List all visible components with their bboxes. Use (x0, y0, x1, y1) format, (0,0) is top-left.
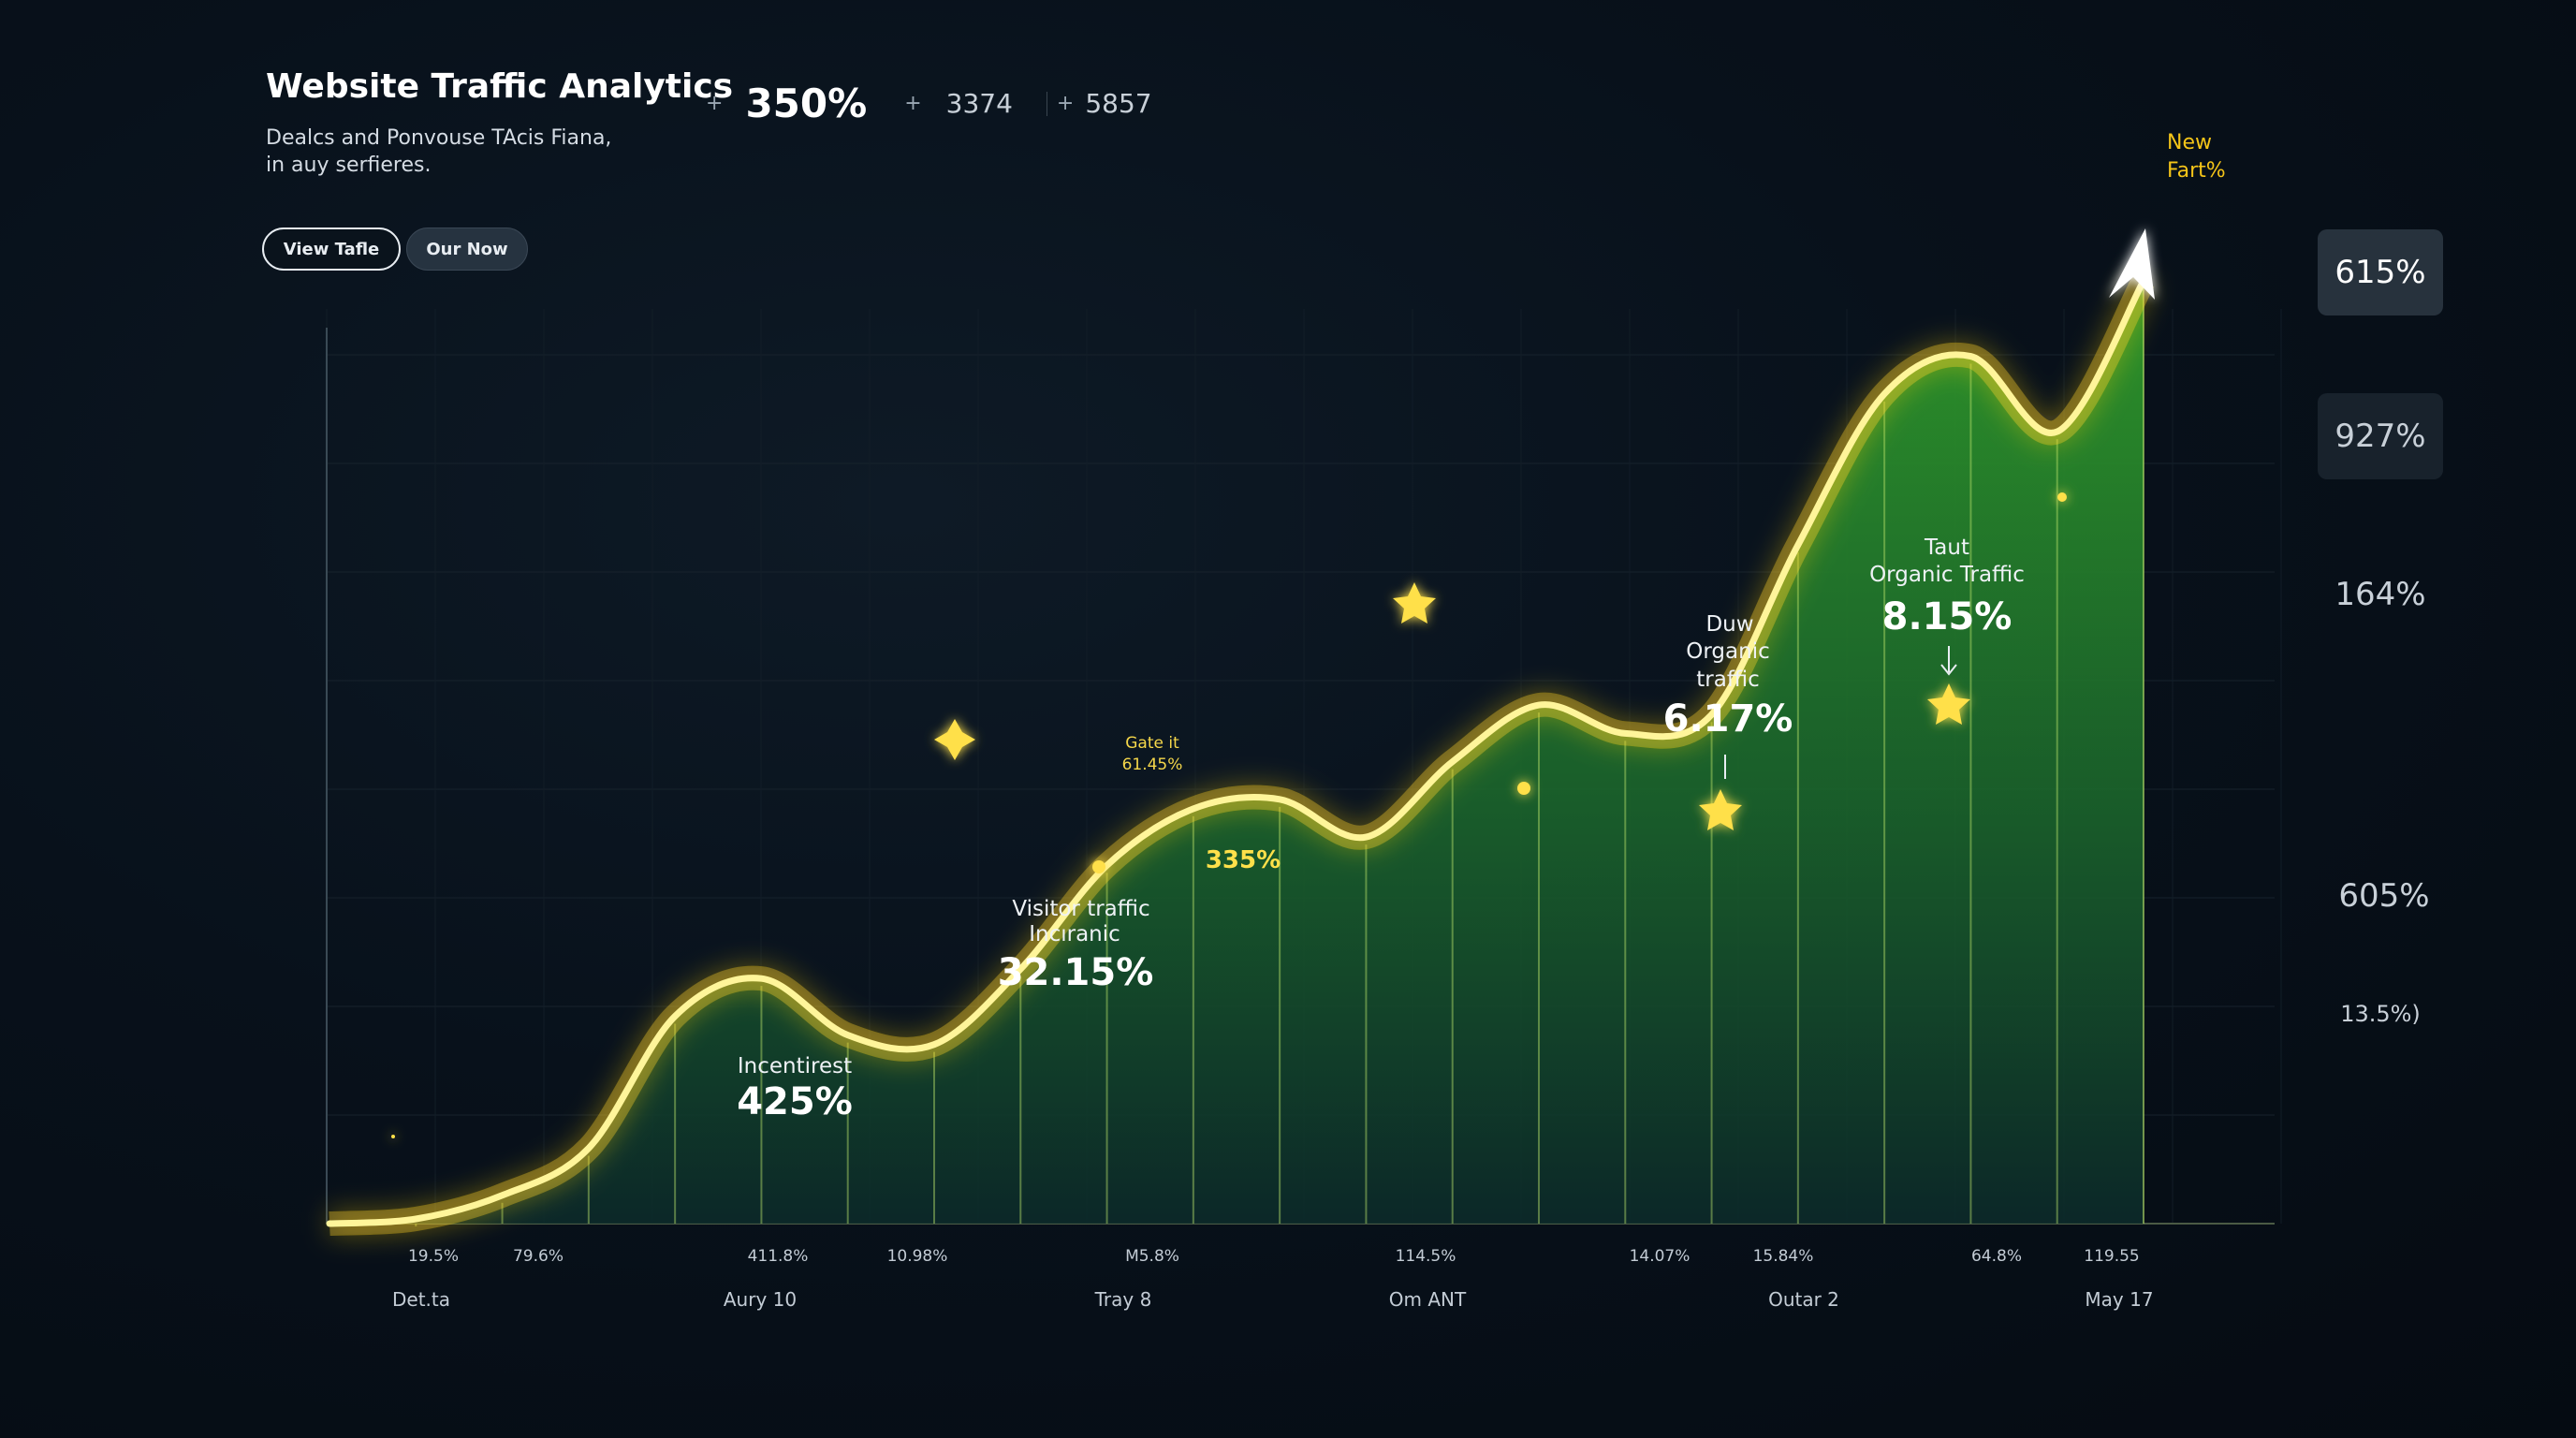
annotation-label: Organic (1686, 639, 1769, 664)
annotation-value: 61.45% (1122, 756, 1183, 774)
kpi-value-2: 3374 (945, 88, 1013, 119)
glow-dot-icon (1517, 782, 1530, 795)
kpi-value-3: 5857 (1085, 88, 1152, 119)
our-now-button[interactable]: Our Now (406, 227, 528, 271)
annotation-value: 335% (1206, 846, 1281, 874)
side-value-3: 164% (2334, 576, 2426, 613)
sparkles (391, 492, 2067, 1138)
traffic-line (326, 277, 2147, 1227)
x-value-label: 114.5% (1396, 1247, 1456, 1266)
x-category-label: Aury 10 (724, 1288, 797, 1311)
x-value-label: 79.6% (513, 1247, 564, 1266)
corner-note-line1: New (2167, 131, 2212, 154)
annotation-value: 8.15% (1882, 595, 2012, 638)
star-icon (1393, 582, 1436, 624)
side-value-2: 927% (2318, 393, 2443, 479)
page-title: Website Traffic Analytics (266, 67, 734, 106)
side-value-1: 615% (2318, 229, 2443, 315)
arrow-head-icon (2109, 228, 2155, 300)
x-value-label: 119.55 (2084, 1247, 2139, 1266)
x-value-label: 15.84% (1753, 1247, 1814, 1266)
kpi-divider (1046, 91, 1047, 116)
corner-note-line2: Fart% (2167, 159, 2226, 183)
x-category-label: Tray 8 (1094, 1288, 1152, 1311)
x-category-label: Det.ta (392, 1288, 450, 1311)
x-value-label: 14.07% (1630, 1247, 1690, 1266)
corner-note: New Fart% (2167, 129, 2226, 185)
glow-dot-icon (1092, 860, 1105, 873)
x-category-label: Om ANT (1389, 1288, 1467, 1311)
annotation-label: Incıranic (1029, 922, 1120, 946)
x-category-label: May 17 (2085, 1288, 2153, 1311)
drop-lines (415, 281, 2144, 1226)
arrow-down-icon (1940, 664, 1957, 676)
x-category-label: Outar 2 (1768, 1288, 1839, 1311)
view-table-button[interactable]: View Tafle (262, 227, 401, 271)
kpi-strip: + 350% + 3374 + 5857 (706, 81, 1152, 126)
kpi-plus-3: + (1056, 92, 1075, 115)
annotation-label: Taut (1924, 536, 1969, 560)
annotation-value: 425% (737, 1080, 853, 1123)
glow-dot-icon (2057, 492, 2067, 502)
x-axis-labels: 19.5% 79.6% 411.8% 10.98% M5.8% 114.5% 14.07% 1… (392, 1247, 2154, 1311)
annotation-label: Visitor traffic (1012, 897, 1149, 921)
kpi-value-1: 350% (745, 81, 868, 126)
star-icon (1699, 789, 1742, 830)
kpi-plus-1: + (706, 92, 724, 115)
annotation-label: Organic Traffic (1869, 563, 2025, 587)
star-icon (1927, 683, 1970, 725)
x-value-label: M5.8% (1125, 1247, 1179, 1266)
annotation-label: traffic (1696, 668, 1759, 692)
annotation-value: 32.15% (998, 951, 1154, 994)
x-value-label: 64.8% (1971, 1247, 2022, 1266)
page-subtitle: Dealcs and Ponvouse TAcis Fiana, in auy … (266, 126, 612, 177)
side-value-4: 605% (2338, 877, 2430, 915)
annotation-label: Incentirest (738, 1054, 852, 1078)
x-value-label: 10.98% (887, 1247, 948, 1266)
x-value-label: 19.5% (408, 1247, 459, 1266)
side-value-5: 13.5%) (2340, 1001, 2421, 1027)
sparkle-icon (934, 719, 975, 760)
annotation-label: Gate it (1125, 734, 1179, 753)
annotation-label: Duw (1705, 612, 1753, 637)
kpi-plus-2: + (904, 92, 922, 115)
glow-dot-icon (391, 1135, 395, 1138)
x-value-label: 411.8% (748, 1247, 809, 1266)
annotation-value: 6.17% (1663, 697, 1793, 741)
